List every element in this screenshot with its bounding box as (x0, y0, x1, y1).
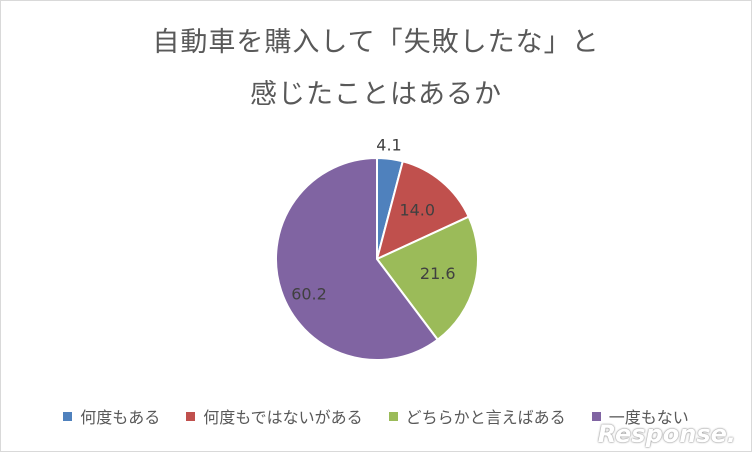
legend-label-3: 一度もない (608, 408, 689, 427)
legend-item-3: 一度もない (591, 404, 689, 428)
chart-title-line2: 感じたことはあるか (250, 79, 502, 110)
legend-label-0: 何度もある (80, 408, 161, 427)
legend-swatch-0 (63, 411, 73, 421)
pie-slice-3 (275, 156, 440, 361)
legend-item-0: 何度もある (63, 404, 160, 428)
legend-item-2: どちらかと言えばある (388, 404, 566, 428)
data-label-2: 21.6 (420, 264, 456, 283)
data-label-0: 4.1 (376, 136, 401, 155)
legend-swatch-1 (186, 411, 196, 421)
chart-title-line1: 自動車を購入して「失敗したな」と (152, 27, 600, 58)
pie-slice-1 (375, 160, 471, 261)
data-label-3: 60.2 (291, 285, 327, 304)
legend: 何度もある 何度もではないがある どちらかと言えばある 一度もない (0, 404, 752, 428)
legend-label-1: 何度もではないがある (203, 408, 363, 427)
pie-slice-2 (375, 215, 479, 342)
legend-item-1: 何度もではないがある (186, 404, 363, 428)
data-label-1: 14.0 (399, 201, 435, 220)
legend-swatch-2 (388, 411, 398, 421)
watermark-logo: Response. (597, 420, 736, 448)
legend-label-2: どちらかと言えばある (405, 408, 566, 427)
legend-swatch-3 (591, 411, 601, 421)
